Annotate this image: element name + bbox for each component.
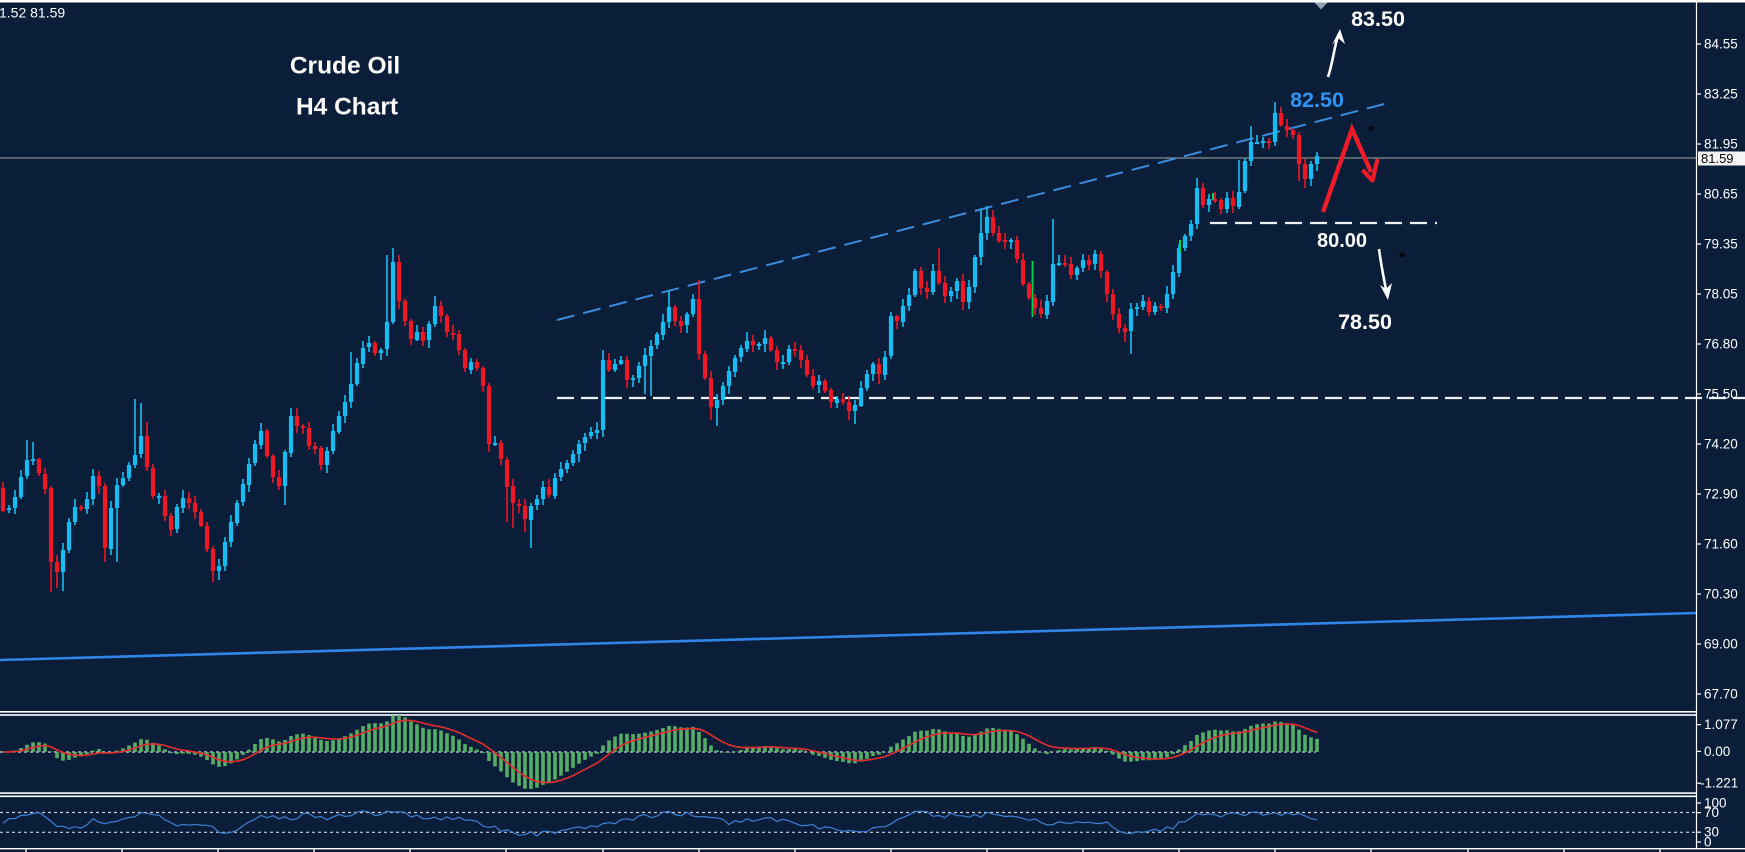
svg-text:76.80: 76.80 bbox=[1704, 337, 1738, 352]
svg-text:74.20: 74.20 bbox=[1704, 437, 1738, 452]
svg-text:0.00: 0.00 bbox=[1704, 744, 1730, 759]
svg-text:79.35: 79.35 bbox=[1704, 237, 1738, 252]
svg-text:H4 Chart: H4 Chart bbox=[296, 94, 398, 121]
svg-text:81.59: 81.59 bbox=[1701, 151, 1734, 166]
svg-text:82.50: 82.50 bbox=[1290, 88, 1344, 112]
svg-text:80.00: 80.00 bbox=[1317, 230, 1367, 252]
svg-text:84.55: 84.55 bbox=[1704, 37, 1738, 52]
svg-text:72.90: 72.90 bbox=[1704, 487, 1738, 502]
svg-text:81.95: 81.95 bbox=[1704, 137, 1738, 152]
svg-text:-1.221: -1.221 bbox=[1700, 776, 1738, 791]
svg-text:100: 100 bbox=[1704, 796, 1727, 811]
svg-text:75.50: 75.50 bbox=[1704, 387, 1738, 402]
svg-text:83.50: 83.50 bbox=[1351, 7, 1405, 31]
svg-text:78.05: 78.05 bbox=[1704, 287, 1738, 302]
svg-text:0: 0 bbox=[1704, 835, 1712, 850]
svg-text:30: 30 bbox=[1704, 825, 1719, 840]
svg-text:67.70: 67.70 bbox=[1704, 687, 1738, 702]
svg-text:70: 70 bbox=[1704, 805, 1719, 820]
svg-text:1.077: 1.077 bbox=[1704, 717, 1738, 732]
svg-text:71.60: 71.60 bbox=[1704, 537, 1738, 552]
svg-text:70.30: 70.30 bbox=[1704, 587, 1738, 602]
svg-text:Crude Oil: Crude Oil bbox=[290, 53, 400, 80]
svg-text:80.65: 80.65 bbox=[1704, 187, 1738, 202]
svg-text:69.00: 69.00 bbox=[1704, 637, 1738, 652]
svg-text:78.50: 78.50 bbox=[1338, 310, 1392, 334]
svg-text:1.52 81.59: 1.52 81.59 bbox=[0, 5, 65, 21]
svg-text:83.25: 83.25 bbox=[1704, 87, 1738, 102]
